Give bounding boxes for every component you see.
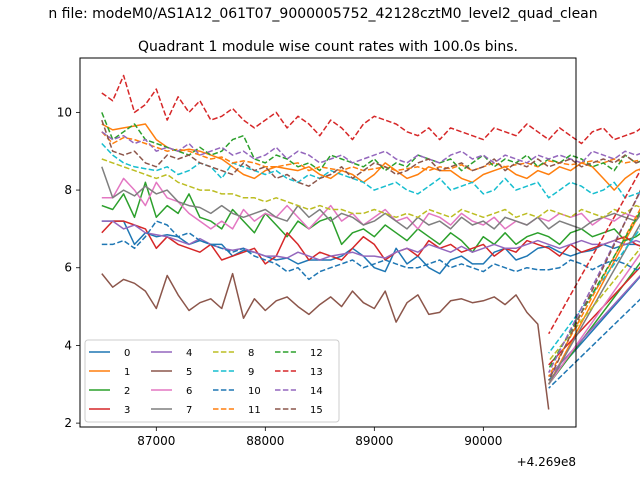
legend-label-14: 14 — [310, 386, 323, 397]
axes-frame — [79, 57, 577, 428]
legend-label-6: 6 — [186, 386, 192, 397]
series-line-5 — [101, 272, 550, 410]
legend-label-7: 7 — [186, 405, 192, 416]
x-axis: 87000 88000 89000 90000 — [137, 427, 502, 448]
series-line-3 — [101, 220, 640, 366]
legend-label-2: 2 — [124, 386, 130, 397]
y-tick-label: 8 — [64, 183, 72, 197]
legend-label-5: 5 — [186, 367, 192, 378]
series-line-8 — [101, 158, 640, 362]
x-tick-label: 88000 — [246, 434, 284, 448]
series-line-7 — [101, 166, 640, 385]
series-line-9 — [101, 142, 640, 354]
chart-title: Quadrant 1 module wise count rates with … — [138, 39, 518, 55]
series-line-1 — [101, 123, 640, 385]
legend-label-13: 13 — [310, 367, 323, 378]
y-tick-label: 4 — [64, 338, 72, 352]
figure-suptitle: n file: modeM0/AS1A12_061T07_9000005752_… — [48, 6, 597, 22]
legend-label-9: 9 — [248, 367, 254, 378]
series-line-2 — [101, 181, 640, 385]
legend-label-15: 15 — [310, 405, 323, 416]
legend-frame — [84, 339, 340, 423]
legend-label-4: 4 — [186, 348, 192, 359]
series-line-14 — [101, 131, 640, 373]
x-tick-label: 87000 — [137, 434, 175, 448]
y-tick-label: 10 — [57, 105, 72, 119]
x-axis-offset-label: +4.269e8 — [517, 455, 576, 469]
y-axis: 2 4 6 8 10 — [57, 105, 80, 430]
legend-label-10: 10 — [248, 386, 261, 397]
plot-series-group — [101, 74, 640, 410]
y-tick-label: 2 — [64, 416, 72, 430]
legend-label-1: 1 — [124, 367, 130, 378]
series-line-15 — [101, 119, 640, 381]
legend-label-11: 11 — [248, 405, 261, 416]
x-tick-label: 90000 — [464, 434, 502, 448]
series-line-11 — [101, 131, 640, 377]
series-line-13 — [101, 74, 640, 335]
series-line-10 — [101, 220, 640, 389]
legend-label-12: 12 — [310, 348, 323, 359]
legend-label-8: 8 — [248, 348, 254, 359]
legend-label-0: 0 — [124, 348, 130, 359]
x-tick-label: 89000 — [355, 434, 393, 448]
legend-label-3: 3 — [124, 405, 130, 416]
y-tick-label: 6 — [64, 261, 72, 275]
